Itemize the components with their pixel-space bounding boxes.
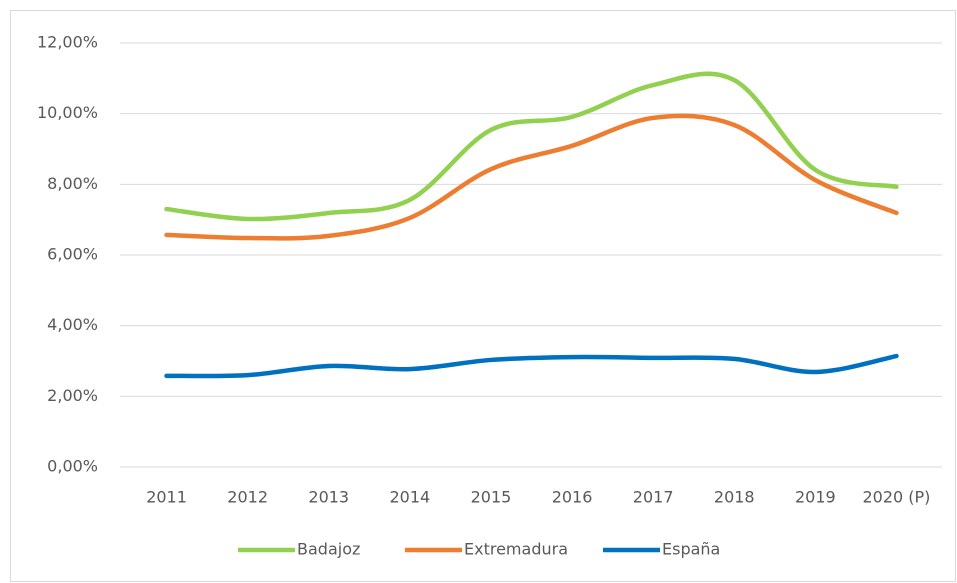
x-tick-label: 2015: [471, 488, 512, 507]
series-line: [164, 353, 899, 379]
series-line: [164, 71, 899, 222]
chart-border: [10, 10, 956, 582]
x-tick-label: 2016: [552, 488, 593, 507]
x-tick-label: 2011: [146, 488, 187, 507]
legend-label: España: [662, 540, 720, 559]
y-tick-label: 8,00%: [47, 174, 98, 193]
series-line: [164, 113, 899, 241]
y-tick-label: 4,00%: [47, 315, 98, 334]
x-tick-label: 2017: [633, 488, 674, 507]
y-tick-label: 12,00%: [37, 33, 98, 52]
x-tick-label: 2019: [795, 488, 836, 507]
y-tick-label: 0,00%: [47, 457, 98, 476]
y-tick-label: 10,00%: [37, 103, 98, 122]
x-tick-label: 2020 (P): [862, 488, 930, 507]
legend-label: Badajoz: [297, 540, 360, 559]
x-tick-label: 2014: [389, 488, 430, 507]
legend-label: Extremadura: [464, 540, 568, 559]
x-tick-label: 2013: [308, 488, 349, 507]
y-tick-label: 6,00%: [47, 245, 98, 264]
x-tick-label: 2018: [714, 488, 755, 507]
y-tick-label: 2,00%: [47, 386, 98, 405]
x-tick-label: 2012: [227, 488, 268, 507]
